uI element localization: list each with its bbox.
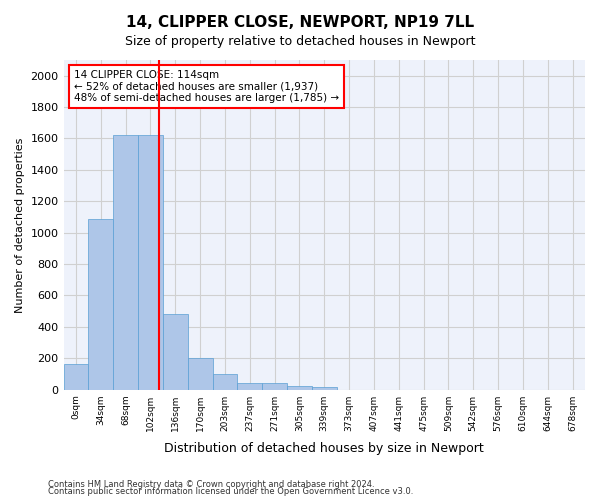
Bar [138, 136, 163, 390]
Bar [88, 220, 113, 390]
Y-axis label: Number of detached properties: Number of detached properties [15, 137, 25, 312]
Bar [188, 358, 212, 390]
Bar [212, 374, 238, 390]
Text: Contains HM Land Registry data © Crown copyright and database right 2024.: Contains HM Land Registry data © Crown c… [48, 480, 374, 489]
Bar [64, 364, 88, 390]
Bar [163, 314, 188, 390]
Bar [262, 384, 287, 390]
X-axis label: Distribution of detached houses by size in Newport: Distribution of detached houses by size … [164, 442, 484, 455]
Bar [287, 386, 312, 390]
Text: 14 CLIPPER CLOSE: 114sqm
← 52% of detached houses are smaller (1,937)
48% of sem: 14 CLIPPER CLOSE: 114sqm ← 52% of detach… [74, 70, 339, 103]
Bar [238, 382, 262, 390]
Bar [113, 134, 138, 390]
Text: Contains public sector information licensed under the Open Government Licence v3: Contains public sector information licen… [48, 487, 413, 496]
Bar [312, 386, 337, 390]
Text: 14, CLIPPER CLOSE, NEWPORT, NP19 7LL: 14, CLIPPER CLOSE, NEWPORT, NP19 7LL [126, 15, 474, 30]
Text: Size of property relative to detached houses in Newport: Size of property relative to detached ho… [125, 35, 475, 48]
